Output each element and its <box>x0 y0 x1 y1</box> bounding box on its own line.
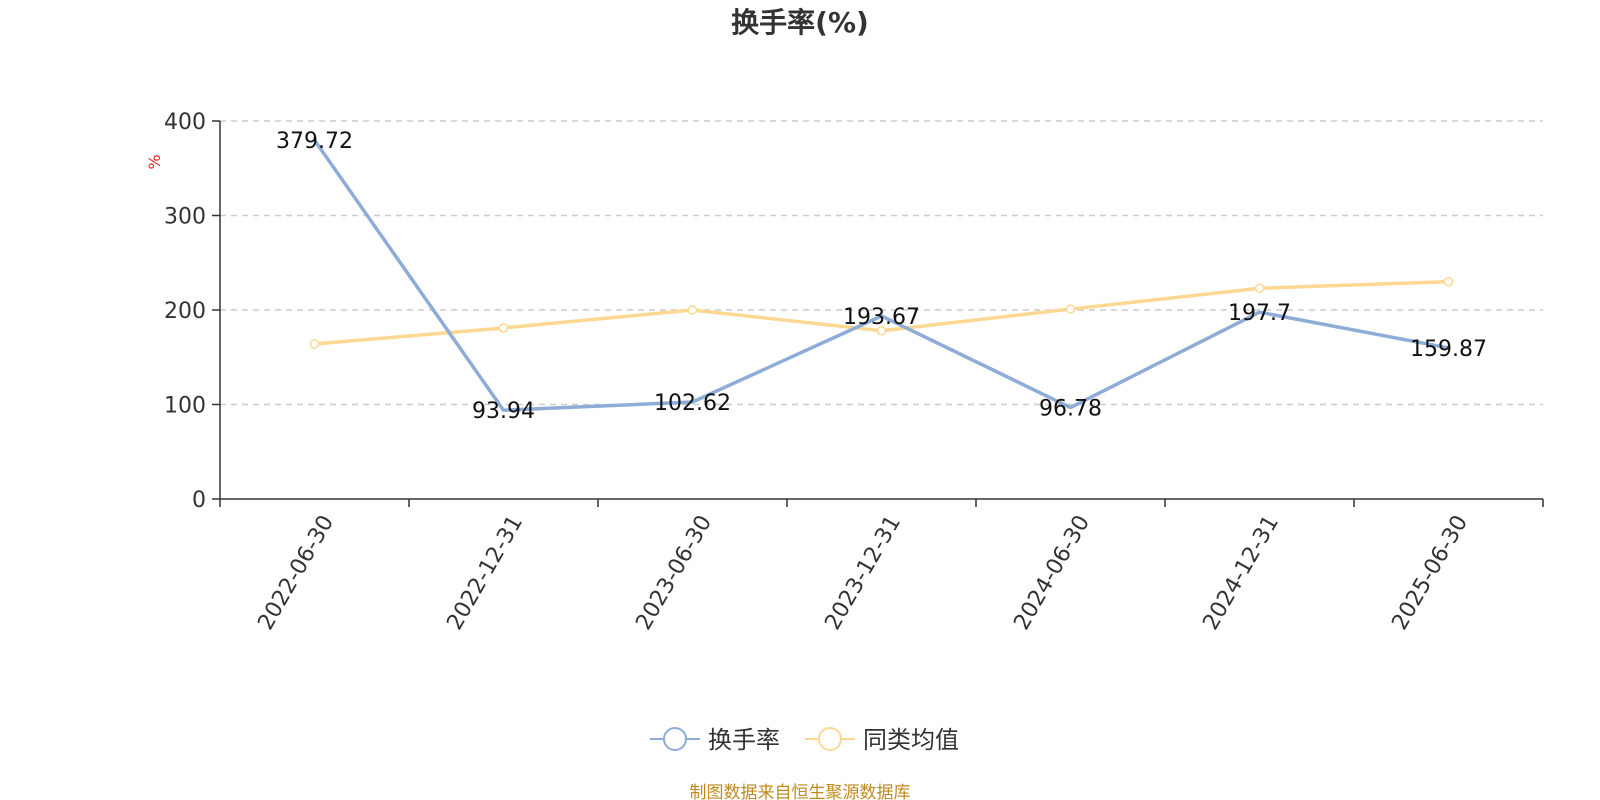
data-label: 197.7 <box>1228 301 1291 326</box>
avg-point <box>1443 276 1454 287</box>
avg-point <box>1254 283 1265 294</box>
data-label: 93.94 <box>472 399 535 424</box>
source-note: 制图数据来自恒生聚源数据库 <box>690 783 911 800</box>
legend-item-1[interactable]: 同类均值 <box>805 726 959 754</box>
x-tick-label: 2024-12-31 <box>1198 511 1284 634</box>
y-tick-label: 200 <box>164 299 206 324</box>
y-tick-label: 100 <box>164 394 206 419</box>
avg-point <box>309 339 320 349</box>
x-tick-label: 2025-06-30 <box>1387 511 1473 634</box>
y-tick-label: 400 <box>164 110 206 135</box>
y-tick-label: 0 <box>192 488 206 513</box>
data-label: 159.87 <box>1410 337 1487 362</box>
grid-lines <box>220 120 1543 406</box>
x-tick-label: 2024-06-30 <box>1009 511 1095 634</box>
data-label: 102.62 <box>654 391 731 416</box>
legend-marker <box>663 727 687 751</box>
x-tick-label: 2022-06-30 <box>253 511 339 634</box>
legend-item-0[interactable]: 换手率 <box>650 726 780 754</box>
legend-label: 换手率 <box>708 726 780 754</box>
avg-point <box>498 323 509 333</box>
y-tick-label: 300 <box>164 205 206 230</box>
avg-point <box>687 305 698 315</box>
y-axis-unit: % <box>145 154 164 169</box>
data-label: 193.67 <box>843 305 920 330</box>
data-label: 379.72 <box>276 129 353 154</box>
legend: 换手率 同类均值 <box>650 726 959 754</box>
series-line-0 <box>313 139 1449 412</box>
legend-label: 同类均值 <box>863 726 959 754</box>
data-labels: 379.72 93.94 102.62 193.67 96.78 197.7 159.87 <box>276 129 1487 424</box>
axes: 0 100 200 300 400 2022-06-30 2022-12-31 2023-06… <box>164 110 1544 634</box>
data-label: 96.78 <box>1039 397 1102 422</box>
legend-marker <box>818 727 842 751</box>
x-tick-label: 2022-12-31 <box>442 511 528 634</box>
x-tick-label: 2023-12-31 <box>820 511 906 634</box>
avg-point <box>1065 304 1076 314</box>
avg-point <box>876 326 887 336</box>
chart-title: 换手率(%) <box>731 6 869 39</box>
series-lines <box>309 139 1454 412</box>
x-tick-label: 2023-06-30 <box>631 511 717 634</box>
